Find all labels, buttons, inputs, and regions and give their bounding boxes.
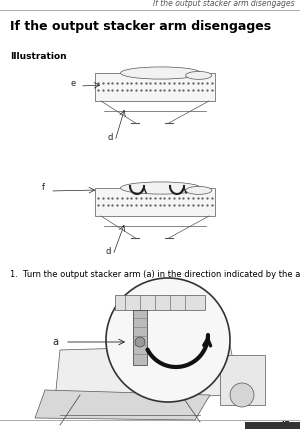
Text: If the output stacker arm disengages: If the output stacker arm disengages [153,0,295,8]
Text: d: d [107,133,113,142]
Text: 1.  Turn the output stacker arm (a) in the direction indicated by the arrow.: 1. Turn the output stacker arm (a) in th… [10,270,300,279]
FancyBboxPatch shape [95,73,215,101]
FancyBboxPatch shape [245,422,300,429]
FancyBboxPatch shape [133,310,147,365]
Ellipse shape [121,67,201,79]
Text: 47: 47 [279,420,290,429]
Text: a: a [52,337,58,347]
Circle shape [106,278,230,402]
FancyBboxPatch shape [115,295,205,310]
Text: f: f [41,184,44,193]
Ellipse shape [186,187,212,194]
Polygon shape [55,345,240,400]
Text: e: e [70,79,76,88]
FancyBboxPatch shape [220,355,265,405]
Text: d: d [105,248,111,257]
Circle shape [230,383,254,407]
Circle shape [135,337,145,347]
Text: If the output stacker arm disengages: If the output stacker arm disengages [10,20,271,33]
Polygon shape [35,390,210,420]
FancyBboxPatch shape [130,305,148,385]
Text: Illustration: Illustration [10,52,67,61]
FancyBboxPatch shape [95,188,215,216]
Ellipse shape [121,182,201,194]
Ellipse shape [186,72,212,79]
